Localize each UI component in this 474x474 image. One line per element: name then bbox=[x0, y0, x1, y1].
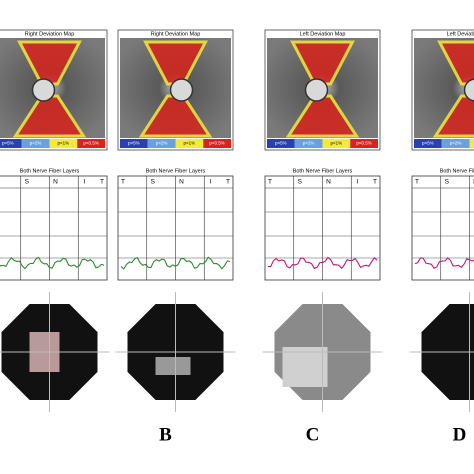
rnfl-frame bbox=[411, 175, 474, 281]
deviation-upper bbox=[437, 40, 474, 86]
deviation-overlay bbox=[138, 40, 213, 138]
panel-letter: D bbox=[453, 424, 467, 445]
legend-label: p<2% bbox=[303, 141, 315, 146]
rnfl-axis-label: N bbox=[53, 179, 58, 186]
legend-label: p<5% bbox=[2, 141, 14, 146]
legend-swatch bbox=[0, 139, 22, 148]
rnfl-axis-label: T bbox=[415, 179, 419, 186]
deviation-title: Left Deviation Map bbox=[447, 31, 474, 37]
legend-label: p<0.5% bbox=[209, 141, 224, 146]
rnfl-axis-label: N bbox=[326, 179, 331, 186]
legend-label: p<1% bbox=[58, 141, 70, 146]
legend-swatch bbox=[120, 139, 148, 148]
legend-label: p<1% bbox=[331, 141, 343, 146]
deviation-upper bbox=[17, 40, 82, 86]
legend-label: p<2% bbox=[156, 141, 168, 146]
legend-swatch bbox=[294, 139, 323, 148]
legend-swatch bbox=[322, 139, 351, 148]
legend-swatch bbox=[49, 139, 78, 148]
legend-label: p<5% bbox=[422, 141, 434, 146]
visual-field-defect bbox=[282, 347, 328, 387]
legend-label: p<0.5% bbox=[356, 141, 371, 146]
legend-swatch bbox=[147, 139, 176, 148]
rnfl-curve bbox=[120, 256, 231, 270]
rnfl-axis-label: S bbox=[298, 179, 303, 186]
rnfl-title: Both Nerve Fiber Layers bbox=[293, 168, 353, 174]
rnfl-axis-label: S bbox=[151, 179, 156, 186]
legend-label: p<0.5% bbox=[83, 141, 98, 146]
legend-swatch bbox=[175, 139, 204, 148]
optic-disc bbox=[463, 78, 474, 102]
rnfl-axis-label: I bbox=[83, 179, 85, 186]
rnfl-axis-label: S bbox=[25, 179, 30, 186]
optic-disc bbox=[169, 78, 194, 102]
legend-swatch bbox=[77, 139, 105, 148]
optic-disc bbox=[304, 78, 329, 102]
visual-field-defect bbox=[155, 357, 191, 375]
legend-label: p<1% bbox=[184, 141, 196, 146]
rnfl-axis-label: T bbox=[226, 179, 230, 186]
legend-swatch bbox=[350, 139, 378, 148]
legend-label: p<5% bbox=[128, 141, 140, 146]
legend-label: p<5% bbox=[275, 141, 287, 146]
legend-swatch bbox=[441, 139, 470, 148]
rnfl-axis-label: T bbox=[373, 179, 377, 186]
rnfl-curve bbox=[414, 257, 474, 270]
rnfl-axis-label: T bbox=[100, 179, 104, 186]
rnfl-axis-label: I bbox=[209, 179, 211, 186]
legend-label: p<2% bbox=[450, 141, 462, 146]
legend-swatch bbox=[203, 139, 231, 148]
legend-label: p<2% bbox=[30, 141, 42, 146]
deviation-upper bbox=[290, 40, 355, 86]
panel-letter: C bbox=[306, 424, 320, 445]
legend-swatch bbox=[414, 139, 442, 148]
rnfl-axis-label: I bbox=[356, 179, 358, 186]
rnfl-frame bbox=[0, 175, 108, 281]
rnfl-axis-label: N bbox=[179, 179, 184, 186]
legend-swatch bbox=[267, 139, 295, 148]
legend-swatch bbox=[21, 139, 50, 148]
rnfl-title: Both Nerve Fiber Layers bbox=[20, 168, 80, 174]
deviation-title: Right Deviation Map bbox=[151, 31, 201, 37]
legend-swatch bbox=[469, 139, 474, 148]
rnfl-curve bbox=[268, 256, 378, 270]
rnfl-axis-label: S bbox=[445, 179, 450, 186]
rnfl-axis-label: T bbox=[268, 179, 272, 186]
rnfl-title: Both Nerve Fiber Layers bbox=[440, 168, 474, 174]
deviation-title: Right Deviation Map bbox=[25, 31, 75, 37]
deviation-title: Left Deviation Map bbox=[300, 31, 346, 37]
rnfl-curve bbox=[0, 256, 105, 270]
optic-disc bbox=[31, 78, 56, 102]
rnfl-title: Both Nerve Fiber Layers bbox=[146, 168, 206, 174]
rnfl-axis-label: T bbox=[121, 179, 125, 186]
panel-letter: B bbox=[159, 424, 172, 445]
